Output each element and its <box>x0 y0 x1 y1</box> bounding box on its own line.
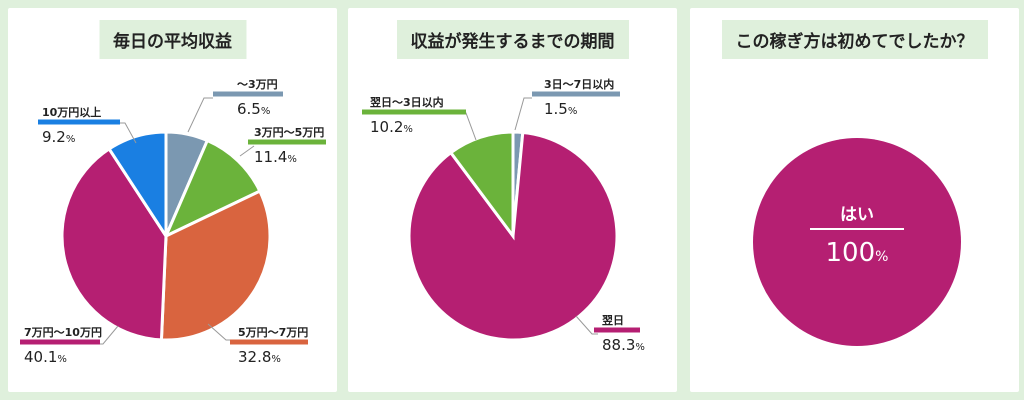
slice-value-label: 9.2% <box>42 128 75 146</box>
slice-value-label: 40.1% <box>24 348 67 366</box>
panel-time-to-revenue: 収益が発生するまでの期間 3日～7日以内 1.5% 翌日 88.3% 翌日～3日以内 10… <box>348 8 677 392</box>
slice-value-label: 88.3% <box>602 336 645 354</box>
slice-label: はい <box>840 205 874 225</box>
chart-title: 毎日の平均収益 <box>99 20 246 59</box>
pie-slice <box>448 130 515 241</box>
leader-line <box>460 112 477 141</box>
slice-value-label: 10.2% <box>370 118 413 136</box>
pie-chart-daily-revenue: ～3万円 6.5% 3万円～5万円 11.4% 5万円～7万円 32.8% 7万円～10万円… <box>20 78 326 366</box>
slice-value-label: 6.5% <box>237 100 270 118</box>
slice-label: 5万円～7万円 <box>238 326 308 339</box>
slice-label: 3万円～5万円 <box>254 126 324 139</box>
pie-chart-time-to-revenue: 3日～7日以内 1.5% 翌日 88.3% 翌日～3日以内 10.2% <box>362 77 645 354</box>
leader-line <box>187 97 213 133</box>
slice-value-label: 1.5% <box>544 100 577 118</box>
chart-title: この稼ぎ方は初めてでしたか？ <box>721 20 988 59</box>
leader-line <box>120 122 137 144</box>
slice-value-label: 32.8% <box>238 348 281 366</box>
slice-label: 7万円～10万円 <box>24 326 102 339</box>
slice-label: 翌日～3日以内 <box>370 95 444 109</box>
panel-daily-average-revenue: 毎日の平均収益 ～3万円 6.5% 3万円～5万円 11.4% 5万円～7万円 32.8%… <box>8 8 337 392</box>
slice-label: 3日～7日以内 <box>544 77 614 91</box>
chart-title: 収益が発生するまでの期間 <box>396 20 629 59</box>
slice-label: ～3万円 <box>237 78 278 91</box>
pie-slice <box>753 138 961 346</box>
slice-label: 翌日 <box>602 314 624 327</box>
pie-slice <box>107 130 168 242</box>
leader-line <box>239 145 255 157</box>
slice-value-label: 11.4% <box>254 148 297 166</box>
panel-first-time: この稼ぎ方は初めてでしたか？ はい 100% <box>690 8 1019 392</box>
slice-label: 10万円以上 <box>42 105 101 119</box>
leader-line <box>575 315 598 335</box>
pie-slice <box>159 189 272 342</box>
leader-line <box>514 97 532 131</box>
